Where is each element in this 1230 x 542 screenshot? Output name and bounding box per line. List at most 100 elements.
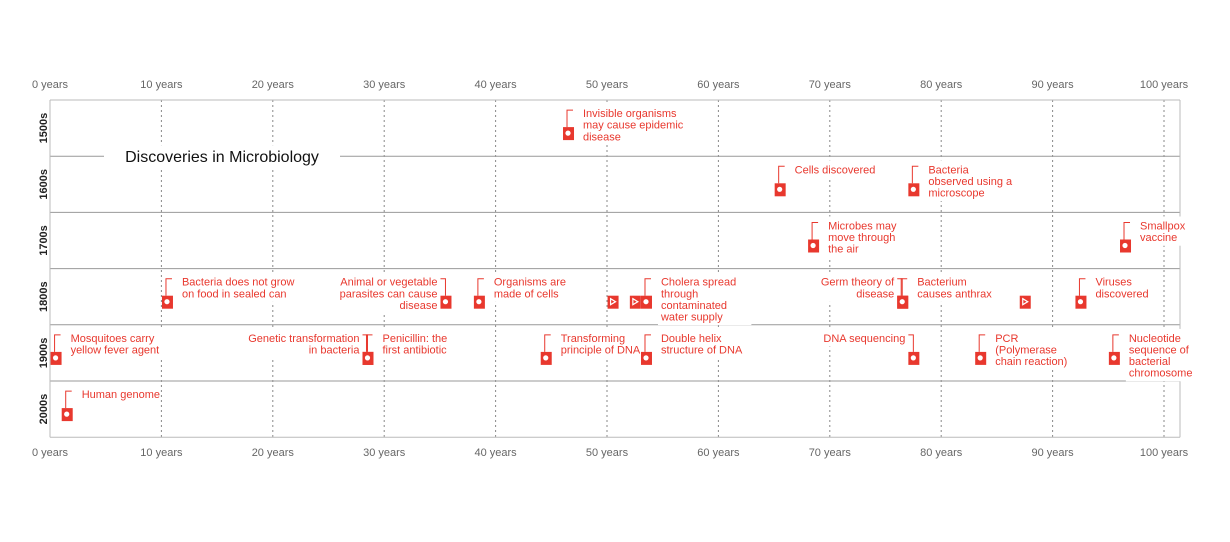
event-label: Microbes may move through the air — [828, 221, 897, 256]
play-icon — [1022, 297, 1029, 306]
tick-label-top: 60 years — [697, 79, 740, 91]
tick-label-top: 70 years — [809, 79, 852, 91]
event-dot-icon — [543, 355, 549, 361]
event-label-box — [814, 328, 909, 347]
event-leader-line — [1078, 278, 1086, 296]
event-label-line: Genetic transformation — [248, 333, 359, 345]
event-label-line: Transforming — [561, 333, 625, 345]
tick-label-bottom: 50 years — [586, 447, 629, 459]
event-dot-icon — [442, 299, 449, 305]
event-marker — [629, 295, 641, 309]
century-label: 1500s — [38, 113, 50, 144]
event-label-box — [220, 328, 363, 359]
event-leader-line — [165, 278, 172, 296]
tick-label-top: 80 years — [920, 79, 963, 91]
event-label-line: on food in sealed can — [182, 288, 287, 300]
tick-label-top: 30 years — [363, 79, 406, 91]
tick-label-top: 20 years — [252, 79, 295, 91]
event-label-line: chromosome — [1129, 368, 1193, 380]
event-leader-line — [908, 334, 914, 352]
century-label: 2000s — [38, 394, 50, 425]
tick-label-bottom: 10 years — [140, 447, 183, 459]
event-label: Bacterium causes anthrax — [917, 277, 992, 301]
event-label: Nucleotide sequence of bacterial chromosome — [1129, 333, 1193, 380]
event-label-line: yellow fever agent — [71, 345, 160, 357]
event-label-line: sequence of — [1129, 345, 1190, 357]
event-label: Transforming principle of DNA — [561, 333, 641, 357]
tick-label-top: 90 years — [1031, 79, 1074, 91]
event-label-box — [1137, 216, 1194, 246]
event-label-box — [825, 216, 907, 258]
event-leader-line — [477, 278, 484, 296]
event-label-line: microscope — [928, 188, 984, 200]
event-label-line: structure of DNA — [661, 345, 743, 357]
event-label: Double helix structure of DNA — [661, 333, 743, 357]
event-leader-line — [911, 165, 919, 184]
event-label-box — [178, 272, 322, 302]
event-label-line: may cause epidemic — [583, 120, 684, 132]
event-label: Penicillin: the first antibiotic — [382, 333, 447, 357]
event-label-line: Cells discovered — [795, 164, 876, 176]
event-label-line: in bacteria — [309, 345, 361, 357]
event-label-box — [316, 272, 441, 314]
event-dot-icon — [899, 299, 905, 305]
event-label-line: Invisible organisms — [583, 108, 677, 120]
event-leader-line — [365, 334, 373, 352]
tick-label-bottom: 80 years — [920, 447, 963, 459]
event-leader-line — [900, 278, 908, 296]
event-label-box — [78, 385, 160, 403]
event-label-box — [992, 328, 1092, 370]
tick-label-top: 10 years — [140, 79, 183, 91]
event-label-box — [1125, 328, 1201, 382]
tick-label-top: 0 years — [32, 79, 69, 91]
event-label-line: Human genome — [82, 389, 160, 401]
event-label-line: (Polymerase — [995, 345, 1057, 357]
tick-label-top: 100 years — [1140, 79, 1189, 91]
event-leader-line — [778, 165, 785, 184]
tick-label-bottom: 90 years — [1031, 447, 1074, 459]
event-label-line: Nucleotide — [1129, 333, 1181, 345]
event-marker — [1019, 295, 1031, 309]
event-dot-icon — [910, 186, 916, 192]
event-label-line: disease — [583, 131, 621, 143]
event-dot-icon — [565, 130, 571, 136]
event-label: PCR (Polymerase chain reaction) — [995, 333, 1067, 368]
tick-label-top: 50 years — [586, 79, 629, 91]
event-label-box — [67, 328, 186, 359]
event-label: Smallpox vaccine — [1140, 221, 1186, 245]
event-label-line: chain reaction) — [995, 356, 1067, 368]
event-label-line: the air — [828, 244, 859, 256]
event-dot-icon — [643, 355, 649, 361]
event-label-line: Penicillin: the — [382, 333, 447, 345]
event-label-line: Germ theory of — [821, 277, 895, 289]
tick-label-bottom: 30 years — [363, 447, 406, 459]
event-label-box — [914, 272, 1008, 302]
event-label: Organisms are made of cells — [494, 277, 566, 301]
event-label-line: Bacteria — [928, 164, 969, 176]
chart-title: Discoveries in Microbiology — [125, 149, 319, 166]
event-dot-icon — [910, 355, 916, 361]
event-label-line: Double helix — [661, 333, 722, 345]
event-leader-line — [644, 278, 651, 296]
event-label: Human genome — [82, 389, 160, 401]
event-label-line: Cholera spread — [661, 277, 736, 289]
event-leader-line — [54, 334, 61, 352]
event-label-line: discovered — [1095, 288, 1148, 300]
event-leader-line — [978, 334, 986, 352]
century-label: 1700s — [38, 225, 50, 256]
event-label-line: Viruses — [1095, 277, 1132, 289]
event-label-box — [657, 328, 764, 359]
event-label: Genetic transformation in bacteria — [248, 333, 360, 357]
event-label: Invisible organisms may cause epidemic dis… — [583, 108, 684, 143]
event-dot-icon — [777, 186, 783, 192]
event-label-box — [925, 160, 1031, 202]
event-label-box — [379, 328, 486, 359]
century-label: 1800s — [38, 281, 50, 312]
event-label-line: vaccine — [1140, 232, 1177, 244]
event-dot-icon — [164, 299, 170, 305]
event-label-line: contaminated — [661, 300, 727, 312]
event-leader-line — [811, 222, 819, 240]
event-leader-line — [65, 390, 72, 409]
event-label: Cells discovered — [795, 164, 876, 176]
